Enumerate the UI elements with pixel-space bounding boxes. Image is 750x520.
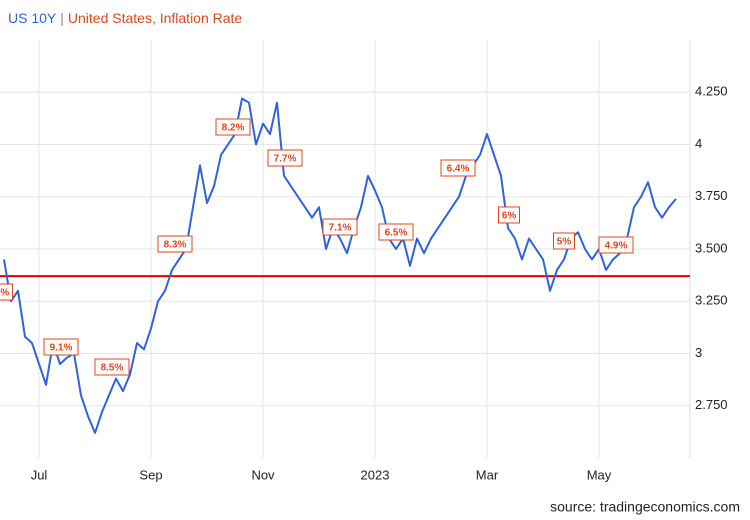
y-tick-label: 2.750: [695, 397, 728, 412]
x-tick-label: May: [587, 467, 612, 482]
line: [3, 97, 677, 434]
annotation-label: 4.9%: [605, 241, 628, 252]
annotation-label: 6%: [502, 211, 517, 222]
y-tick-label: 4.250: [695, 84, 728, 99]
source: source: tradingeconomics.com: [550, 499, 740, 515]
annotation-label: 6.5%: [385, 228, 408, 239]
annotation-label: 6%: [0, 288, 9, 299]
annotation-box: [598, 236, 634, 254]
annotation-box: [322, 218, 358, 236]
y-tick-label: 4: [695, 136, 702, 151]
x-tick-label: Jul: [31, 467, 48, 482]
x-tick-label: Mar: [476, 467, 499, 482]
series-name: US 10Y: [8, 10, 57, 26]
x-tick-label: 2023: [361, 467, 390, 482]
annotation-label: 7.7%: [274, 154, 297, 165]
y-tick-label: 3.250: [695, 293, 728, 308]
annotation-box: [267, 149, 303, 167]
x-tick-label: Sep: [139, 467, 162, 482]
annotation-label: 6.4%: [447, 164, 470, 175]
annotation-box: [215, 118, 251, 136]
annotation-label: 8.5%: [101, 363, 124, 374]
annotation-box: [440, 159, 476, 177]
annotation-box: [553, 232, 575, 250]
annotation-label: 8.3%: [164, 240, 187, 251]
subtitle: United States, Inflation Rate: [68, 10, 243, 26]
annotation-label: 7.1%: [329, 223, 352, 234]
annotation-label: 5%: [557, 237, 572, 248]
chart-title: US 10Y | United States, Inflation Rate: [8, 10, 242, 26]
annotation-box: [157, 235, 193, 253]
annotation-box: [43, 338, 79, 356]
annotation-box: [498, 206, 520, 224]
y-tick-label: 3.500: [695, 240, 728, 255]
annotation-box: [0, 283, 13, 301]
annotation-label: 9.1%: [50, 343, 73, 354]
annotation-label: 8.2%: [222, 123, 245, 134]
annotation-box: [94, 358, 130, 376]
y-tick-label: 3.750: [695, 188, 728, 203]
annotation-box: [378, 223, 414, 241]
x-tick-label: Nov: [251, 467, 275, 482]
separator: |: [60, 10, 64, 26]
y-tick-label: 3: [695, 345, 702, 360]
